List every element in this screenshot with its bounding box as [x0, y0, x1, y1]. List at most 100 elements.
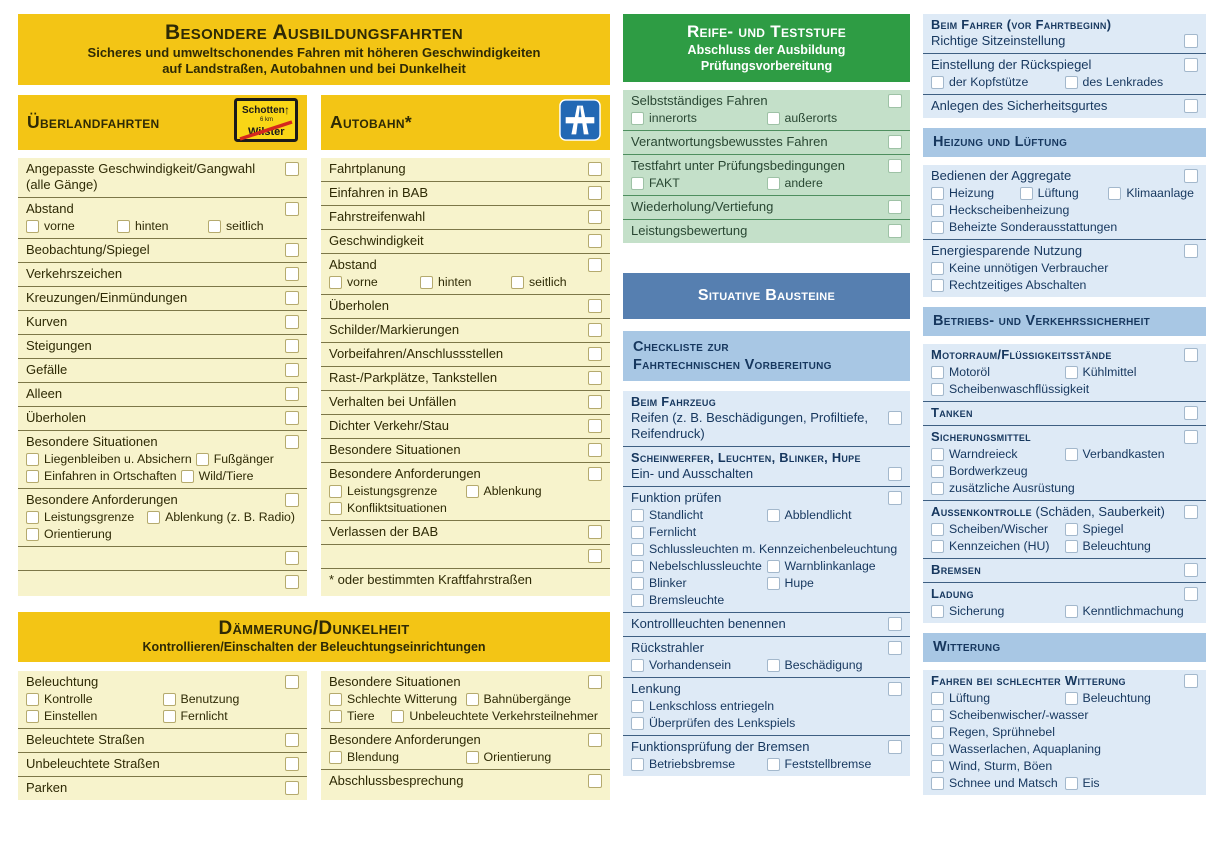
checkbox[interactable]: [931, 279, 944, 292]
checkbox[interactable]: [26, 453, 39, 466]
checkbox[interactable]: [1064, 76, 1078, 89]
checkbox[interactable]: [631, 659, 644, 672]
checkbox[interactable]: [588, 162, 602, 176]
checkbox[interactable]: [931, 204, 944, 217]
checkbox[interactable]: [888, 682, 902, 696]
checkbox[interactable]: [931, 262, 944, 275]
checkbox[interactable]: [888, 224, 902, 238]
checkbox[interactable]: [285, 551, 299, 565]
checkbox[interactable]: [1184, 169, 1198, 183]
checkbox[interactable]: [631, 177, 644, 190]
checkbox[interactable]: [588, 186, 602, 200]
checkbox[interactable]: [180, 470, 194, 483]
checkbox[interactable]: [588, 347, 602, 361]
checkbox[interactable]: [1064, 540, 1078, 553]
checkbox[interactable]: [511, 276, 524, 289]
checkbox[interactable]: [588, 419, 602, 433]
checkbox[interactable]: [588, 443, 602, 457]
checkbox[interactable]: [631, 758, 644, 771]
checkbox[interactable]: [931, 383, 944, 396]
checkbox[interactable]: [888, 467, 902, 481]
checkbox[interactable]: [329, 485, 342, 498]
checkbox[interactable]: [588, 774, 602, 788]
checkbox[interactable]: [1108, 187, 1122, 200]
checkbox[interactable]: [588, 733, 602, 747]
checkbox[interactable]: [766, 659, 780, 672]
checkbox[interactable]: [888, 617, 902, 631]
checkbox[interactable]: [1064, 605, 1078, 618]
checkbox[interactable]: [766, 758, 780, 771]
checkbox[interactable]: [285, 267, 299, 281]
checkbox[interactable]: [26, 220, 39, 233]
checkbox[interactable]: [117, 220, 130, 233]
checkbox[interactable]: [588, 299, 602, 313]
checkbox[interactable]: [1184, 244, 1198, 258]
checkbox[interactable]: [1184, 58, 1198, 72]
checkbox[interactable]: [285, 202, 299, 216]
checkbox[interactable]: [588, 258, 602, 272]
checkbox[interactable]: [329, 502, 342, 515]
checkbox[interactable]: [285, 291, 299, 305]
checkbox[interactable]: [931, 540, 944, 553]
checkbox[interactable]: [465, 751, 479, 764]
checkbox[interactable]: [931, 523, 944, 536]
checkbox[interactable]: [631, 560, 644, 573]
checkbox[interactable]: [285, 781, 299, 795]
checkbox[interactable]: [931, 76, 944, 89]
checkbox[interactable]: [147, 511, 161, 524]
checkbox[interactable]: [931, 187, 944, 200]
checkbox[interactable]: [888, 411, 902, 425]
checkbox[interactable]: [931, 605, 944, 618]
checkbox[interactable]: [631, 543, 644, 556]
checkbox[interactable]: [208, 220, 221, 233]
checkbox[interactable]: [329, 710, 342, 723]
checkbox[interactable]: [1184, 674, 1198, 688]
checkbox[interactable]: [588, 234, 602, 248]
checkbox[interactable]: [26, 710, 39, 723]
checkbox[interactable]: [931, 760, 944, 773]
checkbox[interactable]: [1064, 777, 1078, 790]
checkbox[interactable]: [931, 692, 944, 705]
checkbox[interactable]: [1184, 34, 1198, 48]
checkbox[interactable]: [588, 525, 602, 539]
checkbox[interactable]: [285, 435, 299, 449]
checkbox[interactable]: [285, 411, 299, 425]
checkbox[interactable]: [391, 710, 405, 723]
checkbox[interactable]: [285, 575, 299, 589]
checkbox[interactable]: [1064, 448, 1078, 461]
checkbox[interactable]: [285, 363, 299, 377]
checkbox[interactable]: [465, 693, 479, 706]
checkbox[interactable]: [26, 693, 39, 706]
checkbox[interactable]: [766, 577, 780, 590]
checkbox[interactable]: [1184, 587, 1198, 601]
checkbox[interactable]: [162, 710, 176, 723]
checkbox[interactable]: [1184, 563, 1198, 577]
checkbox[interactable]: [888, 200, 902, 214]
checkbox[interactable]: [588, 549, 602, 563]
checkbox[interactable]: [1184, 348, 1198, 362]
checkbox[interactable]: [329, 693, 342, 706]
checkbox[interactable]: [285, 675, 299, 689]
checkbox[interactable]: [888, 135, 902, 149]
checkbox[interactable]: [588, 675, 602, 689]
checkbox[interactable]: [631, 577, 644, 590]
checkbox[interactable]: [888, 641, 902, 655]
checkbox[interactable]: [588, 323, 602, 337]
checkbox[interactable]: [888, 159, 902, 173]
checkbox[interactable]: [162, 693, 176, 706]
checkbox[interactable]: [588, 371, 602, 385]
checkbox[interactable]: [285, 339, 299, 353]
checkbox[interactable]: [588, 210, 602, 224]
checkbox[interactable]: [631, 526, 644, 539]
checkbox[interactable]: [931, 448, 944, 461]
checkbox[interactable]: [329, 276, 342, 289]
checkbox[interactable]: [766, 509, 780, 522]
checkbox[interactable]: [631, 509, 644, 522]
checkbox[interactable]: [931, 743, 944, 756]
checkbox[interactable]: [931, 221, 944, 234]
checkbox[interactable]: [766, 177, 780, 190]
checkbox[interactable]: [931, 366, 944, 379]
checkbox[interactable]: [1184, 505, 1198, 519]
checkbox[interactable]: [888, 740, 902, 754]
checkbox[interactable]: [285, 733, 299, 747]
